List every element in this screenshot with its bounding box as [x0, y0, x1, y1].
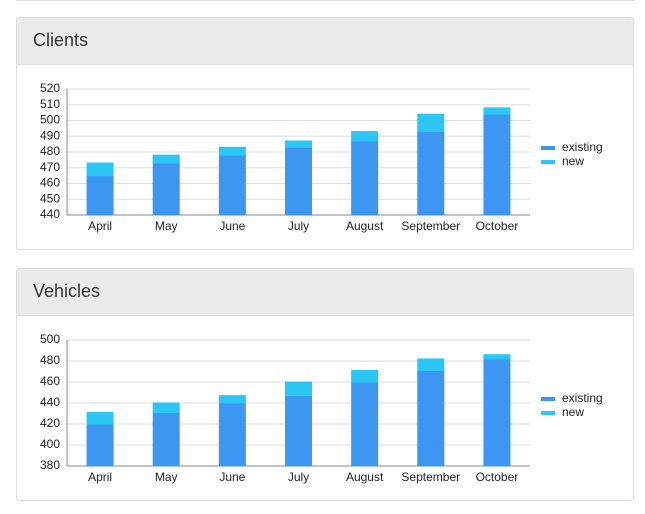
y-tick-label: 440	[40, 207, 60, 221]
y-tick-label: 460	[40, 374, 60, 388]
legend-label: existing	[562, 140, 603, 154]
bar-segment	[218, 402, 246, 467]
bar-segment	[152, 402, 180, 413]
x-tick-label: September	[401, 470, 460, 484]
legend-label: existing	[562, 391, 603, 405]
bar-segment	[483, 354, 511, 360]
y-tick-label: 510	[40, 97, 60, 111]
x-tick-label: April	[88, 470, 112, 484]
x-tick-label: April	[88, 219, 112, 233]
bar-segment	[483, 358, 511, 467]
panel-header	[17, 18, 633, 64]
legend-label: new	[562, 154, 584, 168]
panel-header	[17, 269, 633, 315]
bar-segment	[86, 162, 114, 177]
y-tick-label: 480	[40, 353, 60, 367]
bar-segment	[285, 395, 312, 467]
y-tick-label: 450	[40, 191, 60, 205]
bar-segment	[218, 154, 246, 216]
bar-segment	[351, 369, 379, 383]
bar-segment	[417, 369, 445, 467]
panel-title: Vehicles	[33, 281, 100, 301]
x-tick-label: August	[346, 219, 384, 233]
x-tick-label: June	[219, 219, 245, 233]
bar-segment	[285, 140, 312, 148]
bar-segment	[86, 423, 114, 467]
bar-segment	[483, 113, 511, 216]
bar-segment	[417, 358, 445, 371]
legend-label: new	[562, 405, 584, 419]
bar-segment	[285, 146, 312, 216]
bar-segment	[285, 381, 312, 397]
bar-segment	[218, 395, 246, 404]
bar-segment	[351, 140, 379, 216]
y-tick-label: 400	[40, 437, 60, 451]
x-tick-label: May	[155, 470, 178, 484]
panel-title: Clients	[33, 30, 88, 50]
x-tick-label: October	[476, 470, 519, 484]
y-tick-label: 420	[40, 416, 60, 430]
bar-segment	[417, 131, 445, 216]
x-tick-label: July	[288, 219, 309, 233]
bar-segment	[417, 113, 445, 133]
y-tick-label: 500	[40, 113, 60, 127]
bar-segment	[152, 154, 180, 164]
x-tick-label: September	[401, 219, 460, 233]
bar-segment	[152, 411, 180, 467]
y-tick-label: 460	[40, 176, 60, 190]
bar-segment	[351, 381, 379, 467]
y-tick-label: 380	[40, 458, 60, 472]
y-tick-label: 440	[40, 395, 60, 409]
bar-segment	[86, 175, 114, 216]
x-tick-label: June	[219, 470, 245, 484]
y-tick-label: 480	[40, 144, 60, 158]
x-tick-label: May	[155, 219, 178, 233]
x-tick-label: October	[476, 219, 519, 233]
bar-segment	[152, 162, 180, 216]
y-tick-label: 500	[40, 332, 60, 346]
y-tick-label: 470	[40, 160, 60, 174]
bar-segment	[218, 146, 246, 156]
x-tick-label: August	[346, 470, 384, 484]
bar-segment	[86, 411, 114, 425]
bar-segment	[483, 107, 511, 115]
y-tick-label: 490	[40, 128, 60, 142]
bar-segment	[351, 131, 379, 142]
y-tick-label: 520	[40, 81, 60, 95]
x-tick-label: July	[288, 470, 309, 484]
